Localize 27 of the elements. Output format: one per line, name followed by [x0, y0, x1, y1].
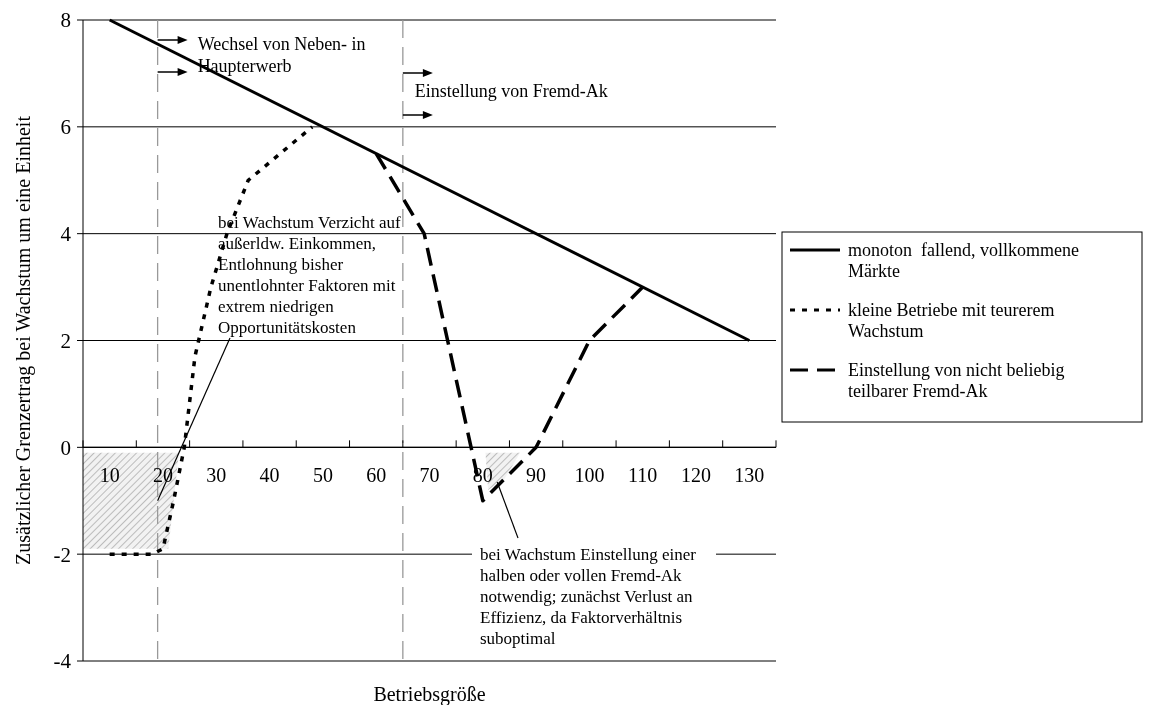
x-tick-label: 70 [419, 464, 440, 487]
y-tick-label: -4 [53, 649, 72, 674]
x-tick-label: 50 [312, 464, 333, 487]
y-tick-label: 6 [60, 115, 71, 140]
annotation: bei Wachstum Verzicht auf außerldw. Einkommen, Entlohnung bisher unentlohnter Faktoren mit extrem niedrigen Opportunitätskosten [218, 213, 401, 337]
y-tick-label: 2 [60, 328, 71, 353]
legend-label: kleine Betriebe mit teurerem Wachstum [848, 300, 1055, 342]
x-tick-label: 60 [366, 464, 387, 487]
ref-line-label: Einstellung von Fremd-Ak [414, 81, 608, 101]
x-tick-label: 90 [526, 464, 547, 487]
x-tick-label: 100 [574, 464, 605, 487]
y-tick-label: 4 [60, 222, 72, 247]
x-tick-label: 110 [628, 464, 658, 487]
ref-line-label: Wechsel von Neben- in Haupterwerb [197, 34, 366, 76]
x-tick-label: 120 [681, 464, 712, 487]
legend-label: Einstellung von nicht beliebig teilbarer Fremd-Ak [848, 360, 1065, 402]
x-tick-label: 130 [734, 464, 765, 487]
y-tick-label: 8 [60, 8, 71, 33]
x-tick-label: 10 [99, 464, 120, 487]
y-axis-title: Zusätzlicher Grenzertrag bei Wachstum um eine Einheit [12, 115, 35, 565]
x-tick-label: 40 [259, 464, 280, 487]
x-tick-label: 30 [206, 464, 227, 487]
y-tick-label: -2 [53, 542, 71, 567]
annotation: bei Wachstum Einstellung einer halben oder vollen Fremd-Ak notwendig; zunächst Verlust an Effizienz, da Faktorverhältnis suboptimal [480, 545, 697, 648]
legend-label: monoton fallend, vollkommene Märkte [848, 240, 1079, 282]
y-tick-label: 0 [60, 435, 71, 460]
x-axis-title: Betriebsgröße [373, 683, 486, 706]
